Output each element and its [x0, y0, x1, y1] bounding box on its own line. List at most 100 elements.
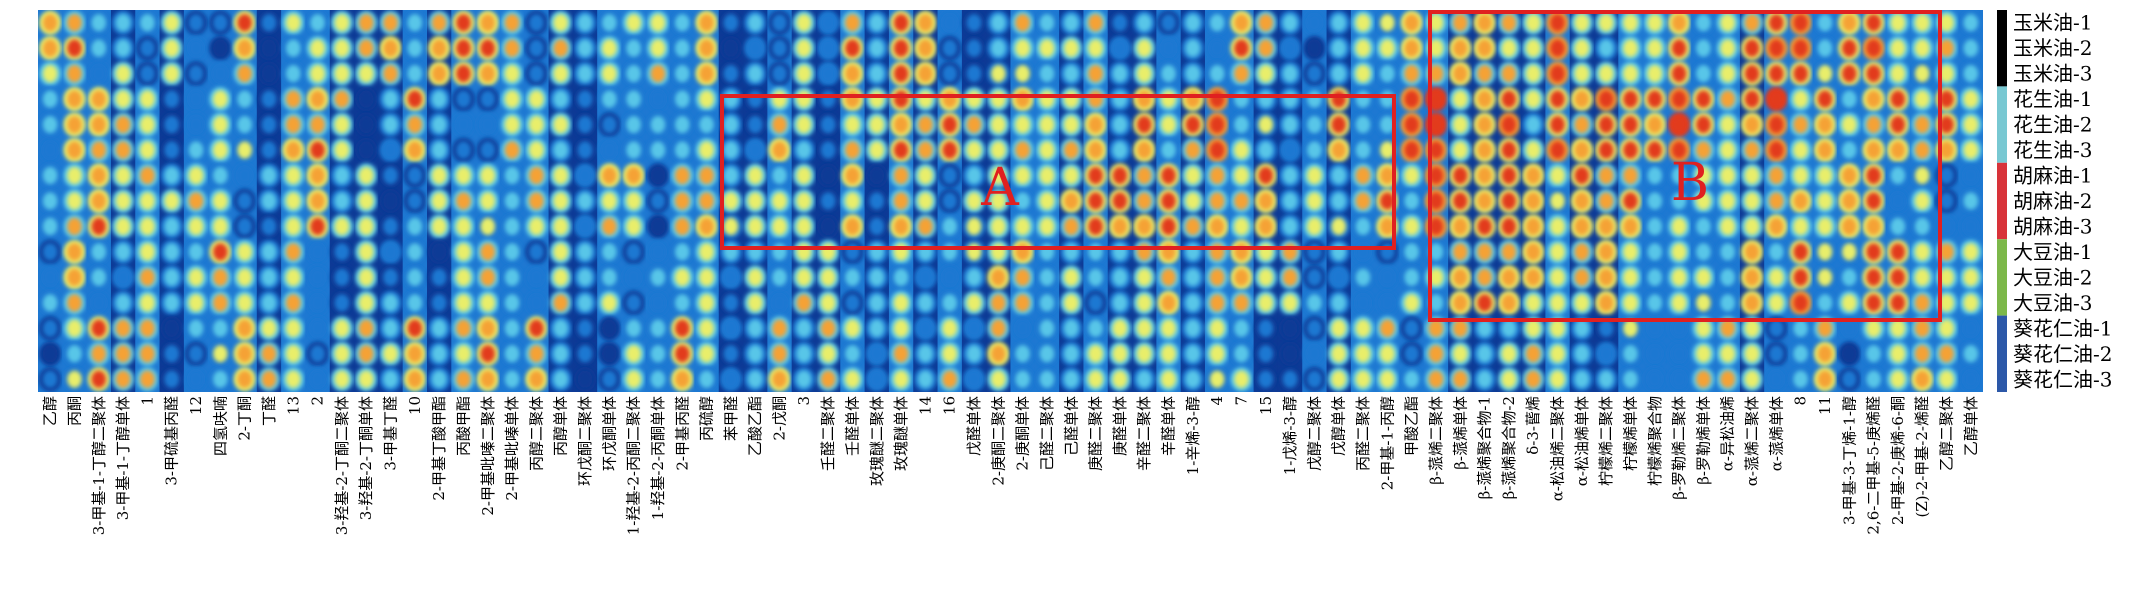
heatmap-cell — [549, 239, 572, 265]
heatmap-cell — [1838, 61, 1861, 86]
heatmap-cell — [1327, 367, 1350, 392]
heatmap-cell — [184, 10, 208, 35]
heatmap-cell — [1716, 86, 1739, 112]
row-label: 葵花仁油-1 — [2013, 316, 2112, 340]
heatmap-cell — [136, 239, 159, 265]
heatmap-cell — [671, 35, 694, 61]
heatmap-cell — [1862, 290, 1885, 316]
heatmap-cell — [427, 316, 451, 341]
column-label: 4 — [1208, 396, 1226, 406]
heatmap-cell — [282, 61, 305, 86]
heatmap-cell — [1400, 214, 1423, 239]
heatmap-cell — [38, 239, 62, 265]
heatmap-cell — [1522, 188, 1545, 214]
heatmap-cell — [792, 367, 816, 392]
heatmap-cell — [646, 214, 670, 239]
heatmap-cell — [1327, 214, 1350, 239]
heatmap-cell — [1546, 214, 1569, 239]
heatmap-cell — [1351, 239, 1375, 265]
heatmap-cell — [695, 290, 718, 316]
heatmap-cell — [719, 214, 743, 239]
heatmap-cell — [1011, 290, 1034, 316]
heatmap-cell — [841, 10, 864, 35]
heatmap-cell — [87, 112, 110, 137]
heatmap-cell — [1351, 188, 1375, 214]
heatmap-cell — [427, 214, 451, 239]
heatmap-cell — [355, 112, 378, 137]
heatmap-cell — [1230, 290, 1253, 316]
heatmap-cell — [622, 239, 645, 265]
heatmap-cell — [1254, 61, 1277, 86]
heatmap-cell — [598, 86, 621, 112]
column-label: 玫瑰醚单体 — [892, 396, 910, 471]
heatmap-cell — [1108, 341, 1132, 367]
heatmap-cell — [1108, 367, 1132, 392]
heatmap-cell — [1035, 10, 1059, 35]
heatmap-cell — [1838, 163, 1861, 188]
heatmap-cell — [719, 367, 743, 392]
heatmap-cell — [1254, 137, 1277, 163]
column-label: 10 — [406, 396, 424, 415]
heatmap-cell — [1643, 214, 1666, 239]
heatmap-cell — [1303, 112, 1326, 137]
heatmap-cell — [549, 163, 572, 188]
heatmap-cell — [1765, 137, 1788, 163]
heatmap-cell — [1278, 316, 1302, 341]
heatmap-cell — [1011, 112, 1034, 137]
heatmap-cell — [962, 367, 986, 392]
column-label: 戊醛单体 — [965, 396, 983, 456]
heatmap-cell — [1886, 112, 1910, 137]
heatmap-cell — [1667, 341, 1691, 367]
heatmap-cell — [695, 214, 718, 239]
column-label: 3-羟基-2-丁酮单体 — [357, 396, 375, 520]
heatmap-cell — [111, 86, 135, 112]
heatmap-cell — [1813, 188, 1837, 214]
heatmap-cell — [233, 290, 256, 316]
heatmap-cell — [63, 265, 86, 290]
heatmap-cell — [744, 86, 767, 112]
heatmap-cell — [525, 137, 548, 163]
heatmap-cell — [1449, 112, 1472, 137]
heatmap-cell — [1813, 112, 1837, 137]
heatmap-cell — [184, 137, 208, 163]
column-label: 2,6-二甲基-5-庚烯醛 — [1865, 396, 1883, 535]
heatmap-cell — [1570, 112, 1594, 137]
row-label: 葵花仁油-2 — [2013, 342, 2112, 366]
heatmap-cell — [1716, 341, 1739, 367]
heatmap-cell — [1862, 137, 1885, 163]
heatmap-cell — [914, 137, 937, 163]
heatmap-cell — [622, 290, 645, 316]
heatmap-cell — [1765, 341, 1788, 367]
row-label: 葵花仁油-3 — [2013, 367, 2112, 391]
heatmap-cell — [1473, 163, 1496, 188]
heatmap-cell — [306, 316, 329, 341]
heatmap-cell — [63, 341, 86, 367]
heatmap-cell — [816, 265, 840, 290]
heatmap-cell — [938, 10, 961, 35]
row-label: 胡麻油-1 — [2013, 164, 2092, 188]
heatmap-cell — [379, 316, 402, 341]
heatmap-cell — [63, 316, 86, 341]
heatmap-cell — [598, 239, 621, 265]
heatmap-cell — [1035, 188, 1059, 214]
heatmap-cell — [865, 35, 888, 61]
heatmap-cell — [719, 35, 743, 61]
heatmap-cell — [330, 35, 354, 61]
heatmap-cell — [306, 35, 329, 61]
heatmap-cell — [914, 214, 937, 239]
heatmap-cell — [1060, 265, 1083, 290]
heatmap-cell — [573, 112, 597, 137]
heatmap-cell — [1716, 367, 1739, 392]
heatmap-cell — [671, 316, 694, 341]
heatmap-cell — [427, 290, 451, 316]
heatmap-cell — [1594, 137, 1618, 163]
heatmap-cell — [500, 316, 524, 341]
heatmap-cell — [355, 163, 378, 188]
heatmap-cell — [355, 239, 378, 265]
heatmap-cell — [792, 35, 816, 61]
heatmap-cell — [622, 112, 645, 137]
heatmap-cell — [695, 367, 718, 392]
heatmap-cell — [1424, 316, 1448, 341]
heatmap-cell — [1813, 35, 1837, 61]
heatmap-cell — [306, 341, 329, 367]
